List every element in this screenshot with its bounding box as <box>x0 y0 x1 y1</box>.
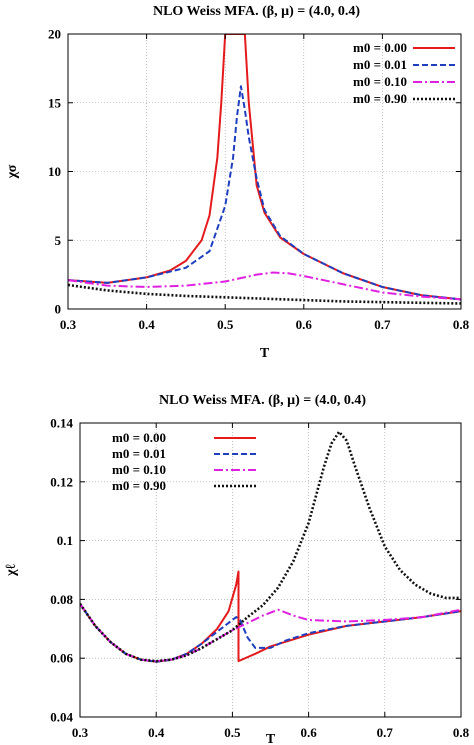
y-tick-label: 0.08 <box>50 592 73 607</box>
x-axis-title: T <box>266 732 276 745</box>
series-line-1 <box>68 85 461 301</box>
legend-label-0: m0 = 0.00 <box>112 430 166 445</box>
x-tick-label: 0.7 <box>374 317 391 332</box>
x-axis-title: T <box>260 346 270 361</box>
legend-label-1: m0 = 0.01 <box>353 57 407 72</box>
x-tick-label: 0.5 <box>217 317 234 332</box>
plot-frame <box>79 422 462 718</box>
x-tick-label: 0.4 <box>138 317 155 332</box>
chart-title: NLO Weiss MFA. (β, μ) = (4.0, 0.4) <box>153 4 360 19</box>
x-tick-label: 0.7 <box>377 725 394 740</box>
series-group <box>80 430 461 663</box>
series-line-0 <box>68 34 461 301</box>
y-tick-label: 0.06 <box>50 651 73 666</box>
legend-label-0: m0 = 0.00 <box>353 40 407 55</box>
chart-panel-susceptibility-ell: 0.3 0.4 0.5 0.6 0.7 0.8 0.04 0.06 0.08 0.1 0.12 0.1… <box>4 393 470 745</box>
series-line-2 <box>68 271 461 301</box>
y-tick-label: 10 <box>48 164 61 179</box>
series-group <box>68 34 461 305</box>
chart-panel-susceptibility-sigma: 0.3 0.4 0.5 0.6 0.7 0.8 0 5 10 15 20 NLO Weiss MFA.… <box>5 4 470 361</box>
y-axis-title: χσ <box>5 164 20 179</box>
legend-label-2: m0 = 0.10 <box>353 74 407 89</box>
y-tick-label: 15 <box>48 95 62 110</box>
x-tick-label: 0.8 <box>453 317 470 332</box>
x-tick-label: 0.6 <box>296 317 313 332</box>
x-tick-label: 0.3 <box>60 317 77 332</box>
legend-label-3: m0 = 0.90 <box>353 91 407 106</box>
x-tick-label: 0.4 <box>148 725 165 740</box>
y-tick-label: 0.14 <box>50 416 73 431</box>
x-tick-label: 0.3 <box>72 725 89 740</box>
series-line-3 <box>68 283 461 305</box>
chart-title: NLO Weiss MFA. (β, μ) = (4.0, 0.4) <box>159 393 366 408</box>
y-tick-label: 0 <box>55 302 62 317</box>
y-tick-label: 5 <box>55 233 62 248</box>
legend: m0 = 0.00 m0 = 0.01 m0 = 0.10 m0 = 0.90 <box>353 40 455 106</box>
x-tick-label: 0.5 <box>224 725 241 740</box>
y-tick-label: 0.1 <box>57 533 73 548</box>
series-line-2 <box>80 603 461 663</box>
x-tick-label: 0.6 <box>300 725 317 740</box>
series-line-3 <box>80 430 461 663</box>
grid <box>68 34 461 309</box>
x-tick-label: 0.8 <box>453 725 470 740</box>
y-axis-title: χℓ <box>4 563 19 576</box>
legend-label-2: m0 = 0.10 <box>112 462 166 477</box>
grid <box>80 423 461 717</box>
legend-label-1: m0 = 0.01 <box>112 446 166 461</box>
y-tick-label: 0.12 <box>50 474 73 489</box>
legend-label-3: m0 = 0.90 <box>112 478 166 493</box>
y-tick-label: 0.04 <box>50 710 73 725</box>
y-tick-label: 20 <box>48 27 61 42</box>
